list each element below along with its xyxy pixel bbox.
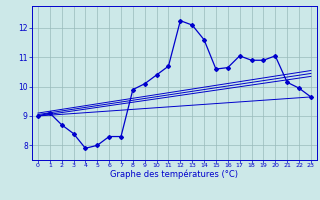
X-axis label: Graphe des températures (°C): Graphe des températures (°C)	[110, 170, 238, 179]
